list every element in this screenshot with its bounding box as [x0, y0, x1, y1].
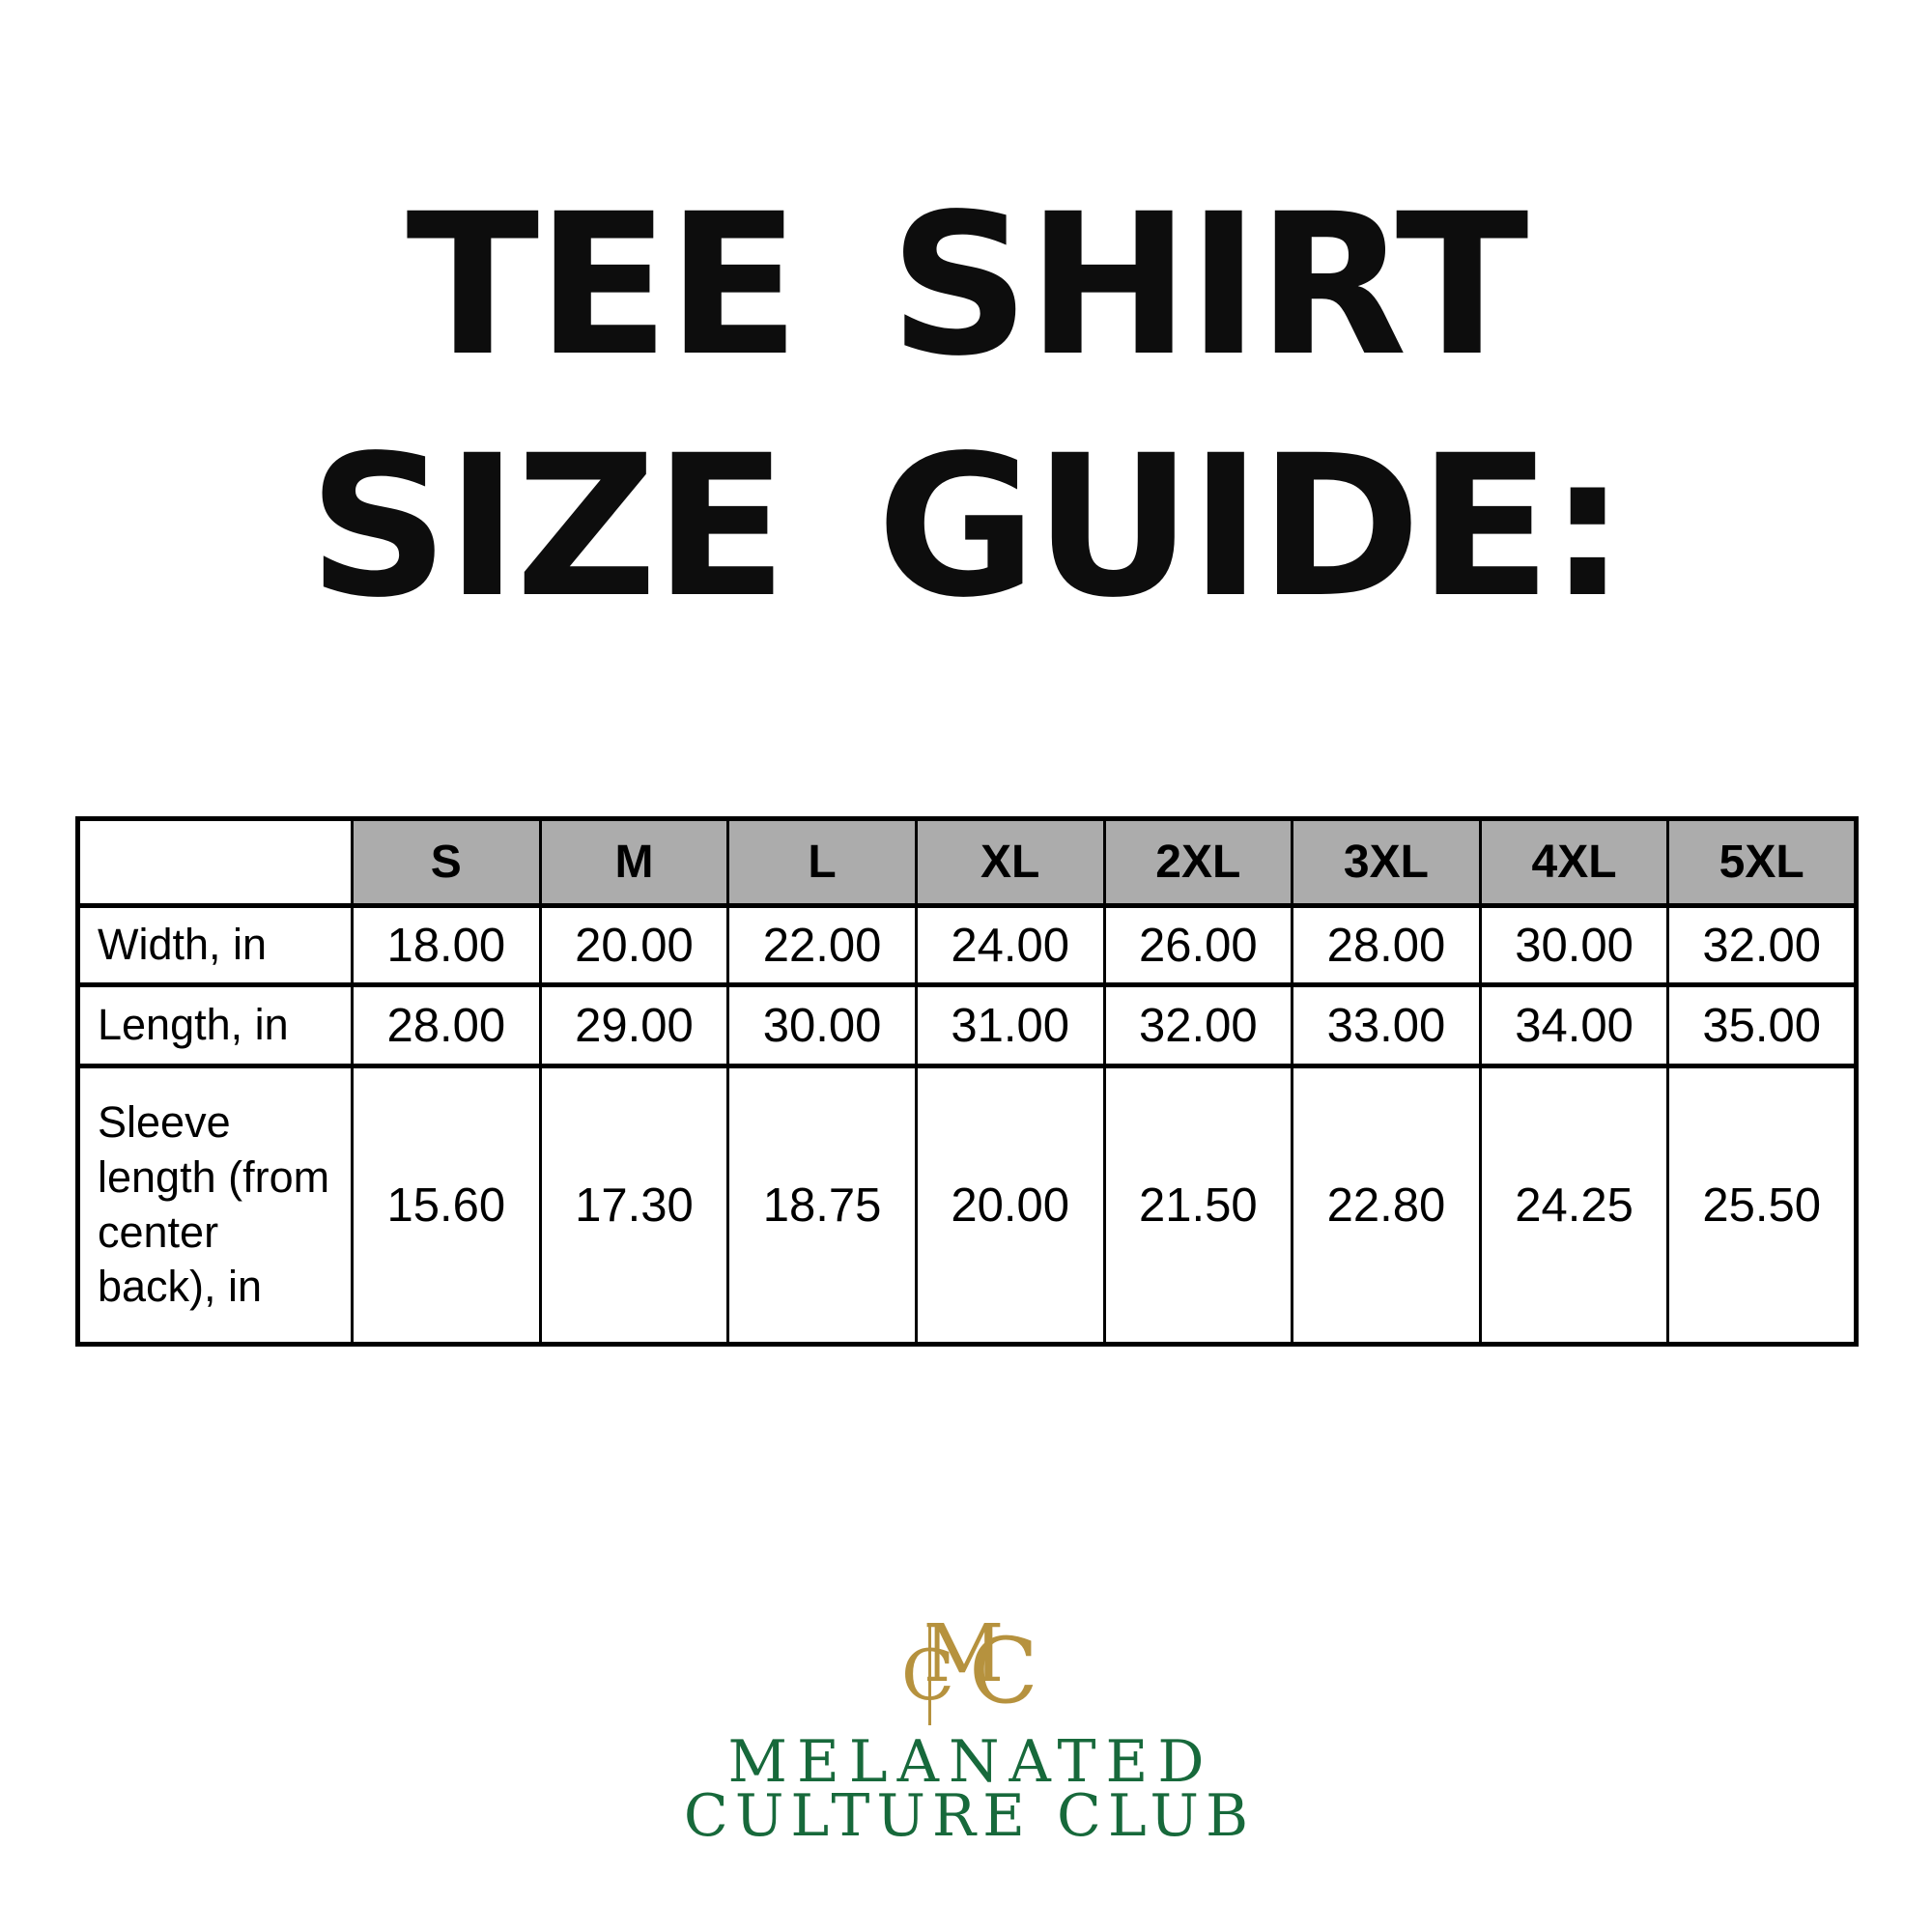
sleeve-value-m: 17.30: [538, 1064, 730, 1347]
length-value-s: 28.00: [351, 982, 542, 1068]
width-value-l: 22.00: [726, 903, 918, 987]
sleeve-value-l: 18.75: [726, 1064, 918, 1347]
sleeve-value-xl: 20.00: [914, 1064, 1106, 1347]
size-column-header-4xl: 4XL: [1478, 816, 1670, 908]
width-value-3xl: 28.00: [1291, 903, 1482, 987]
row-label-width: Width, in: [76, 903, 354, 987]
length-value-4xl: 34.00: [1478, 982, 1670, 1068]
length-value-xl: 31.00: [914, 982, 1106, 1068]
sleeve-value-4xl: 24.25: [1478, 1064, 1670, 1347]
width-value-4xl: 30.00: [1478, 903, 1670, 987]
length-value-2xl: 32.00: [1102, 982, 1294, 1068]
width-value-5xl: 32.00: [1666, 903, 1858, 987]
row-label-length: Length, in: [76, 982, 354, 1068]
table-row-width: Width, in 18.00 20.00 22.00 24.00 26.00 …: [76, 903, 1858, 987]
monogram-letter-c-left: C: [901, 1634, 955, 1716]
corner-cell: [76, 816, 354, 908]
size-column-header-xl: XL: [914, 816, 1106, 908]
monogram-letter-m: M: [923, 1608, 1005, 1700]
size-column-header-5xl: 5XL: [1666, 816, 1858, 908]
width-value-s: 18.00: [351, 903, 542, 987]
length-value-m: 29.00: [538, 982, 730, 1068]
size-column-header-2xl: 2XL: [1102, 816, 1294, 908]
size-table: S M L XL 2XL 3XL 4XL 5XL Width, in 18.00…: [75, 816, 1859, 1347]
table-row-sleeve-length: Sleeve length (from center back), in 15.…: [76, 1064, 1858, 1347]
size-column-header-m: M: [538, 816, 730, 908]
length-value-3xl: 33.00: [1291, 982, 1482, 1068]
title-line-1: TEE SHIRT: [406, 171, 1528, 399]
brand-name-line-2: CULTURE CLUB: [683, 1782, 1256, 1850]
brand-logo-block: C C M MELANATED CULTURE CLUB: [0, 1615, 1932, 1850]
title-line-2: SIZE GUIDE:: [308, 412, 1627, 640]
length-value-5xl: 35.00: [1666, 982, 1858, 1068]
sleeve-value-s: 15.60: [351, 1064, 542, 1347]
monogram-letter-c-right: C: [969, 1619, 1038, 1724]
monogram-stem: [928, 1625, 931, 1725]
width-value-m: 20.00: [538, 903, 730, 987]
width-value-2xl: 26.00: [1102, 903, 1294, 987]
sleeve-value-2xl: 21.50: [1102, 1064, 1294, 1347]
table-row-length: Length, in 28.00 29.00 30.00 31.00 32.00…: [76, 982, 1858, 1068]
size-column-header-s: S: [351, 816, 542, 908]
sleeve-value-3xl: 22.80: [1291, 1064, 1482, 1347]
sleeve-value-5xl: 25.50: [1666, 1064, 1858, 1347]
size-column-header-3xl: 3XL: [1291, 816, 1482, 908]
length-value-l: 30.00: [726, 982, 918, 1068]
page-title: TEE SHIRT SIZE GUIDE:: [0, 164, 1932, 647]
size-table-header-row: S M L XL 2XL 3XL 4XL 5XL: [76, 816, 1858, 908]
row-label-sleeve-length: Sleeve length (from center back), in: [76, 1064, 354, 1347]
size-column-header-l: L: [726, 816, 918, 908]
mcc-monogram-logo: C C M: [855, 1615, 1077, 1727]
width-value-xl: 24.00: [914, 903, 1106, 987]
brand-name-line-1: MELANATED: [727, 1728, 1214, 1796]
